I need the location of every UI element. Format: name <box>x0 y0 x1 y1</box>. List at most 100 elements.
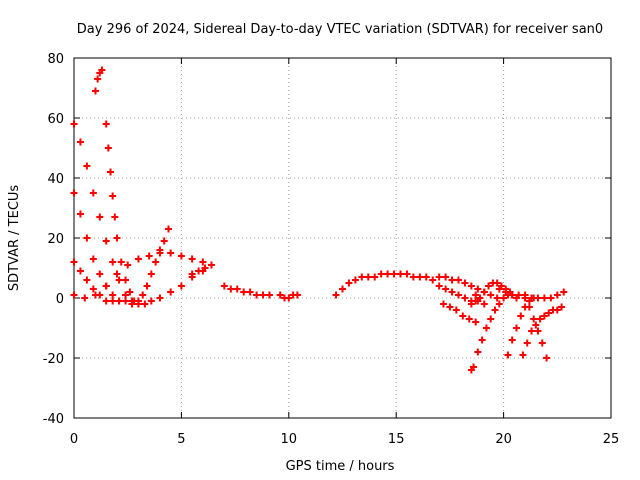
data-point <box>530 315 538 323</box>
data-point <box>521 291 529 299</box>
data-point <box>525 303 533 311</box>
data-point <box>384 270 392 278</box>
data-point <box>493 294 501 302</box>
y-tick-label: -40 <box>43 412 64 427</box>
data-point <box>465 315 473 323</box>
data-point <box>339 285 346 293</box>
x-tick-label: 10 <box>281 432 298 447</box>
data-point <box>396 270 404 278</box>
data-point <box>442 285 450 293</box>
data-point <box>403 270 411 278</box>
data-point <box>156 246 164 254</box>
data-point <box>530 294 538 302</box>
x-tick-label: 20 <box>495 432 512 447</box>
data-point <box>122 276 130 284</box>
data-point <box>461 294 469 302</box>
data-point <box>470 363 478 371</box>
data-point <box>143 282 151 290</box>
data-point <box>147 270 155 278</box>
data-point <box>500 294 508 302</box>
data-point <box>83 162 91 170</box>
data-point <box>377 270 385 278</box>
data-point <box>485 282 493 290</box>
data-point <box>285 294 293 302</box>
data-point <box>508 336 516 344</box>
data-point <box>429 276 437 284</box>
data-point <box>472 318 480 326</box>
data-point <box>276 291 284 299</box>
data-point <box>476 294 484 302</box>
data-point <box>560 288 568 296</box>
data-point <box>113 270 121 278</box>
data-point <box>390 270 398 278</box>
data-point <box>147 297 155 305</box>
data-point <box>540 294 548 302</box>
data-point <box>558 303 566 311</box>
data-point <box>141 300 149 308</box>
data-point <box>167 288 175 296</box>
data-point <box>111 213 119 221</box>
data-point <box>454 276 462 284</box>
x-tick-label: 25 <box>603 432 620 447</box>
y-tick-label: -20 <box>43 352 64 367</box>
data-point <box>102 120 110 128</box>
data-point <box>512 324 520 332</box>
data-point <box>409 273 417 281</box>
chart-title: Day 296 of 2024, Sidereal Day-to-day VTE… <box>77 22 603 37</box>
y-axis-label: SDTVAR / TECUs <box>7 185 22 292</box>
data-point <box>448 288 456 296</box>
data-point <box>528 327 536 335</box>
data-point <box>70 258 78 266</box>
data-point <box>472 291 480 299</box>
data-point <box>351 276 359 284</box>
x-tick-label: 0 <box>70 432 78 447</box>
x-tick-label: 15 <box>388 432 405 447</box>
data-point <box>109 192 117 200</box>
data-point <box>495 300 503 308</box>
data-point <box>156 294 164 302</box>
data-point <box>70 120 78 128</box>
data-point <box>446 303 454 311</box>
data-point <box>536 315 544 323</box>
data-point <box>113 234 121 242</box>
data-point <box>553 291 561 299</box>
data-point <box>126 288 134 296</box>
data-point <box>70 189 78 197</box>
y-tick-label: 40 <box>47 172 64 187</box>
data-point <box>96 213 104 221</box>
grid <box>74 58 611 418</box>
data-point <box>371 273 379 281</box>
data-point <box>459 312 467 320</box>
data-point <box>495 285 503 293</box>
data-point <box>89 255 97 263</box>
data-point <box>177 252 185 260</box>
data-point <box>540 312 548 320</box>
data-point <box>545 309 553 317</box>
data-point <box>534 327 542 335</box>
y-tick-label: 20 <box>47 232 64 247</box>
data-point <box>152 258 160 266</box>
data-point <box>102 237 110 245</box>
data-point <box>553 306 561 314</box>
data-point <box>474 285 482 293</box>
data-point <box>134 255 142 263</box>
x-axis-label: GPS time / hours <box>286 459 395 474</box>
data-point <box>145 252 153 260</box>
data-point <box>482 324 490 332</box>
data-point <box>83 276 91 284</box>
data-point <box>81 294 89 302</box>
data-point <box>201 264 209 272</box>
data-point <box>525 297 533 305</box>
data-point <box>102 297 110 305</box>
data-point <box>508 291 516 299</box>
data-point <box>517 312 525 320</box>
x-tick-label: 5 <box>177 432 185 447</box>
data-point <box>532 321 540 329</box>
data-point <box>188 255 196 263</box>
data-point <box>94 75 102 83</box>
data-point <box>480 288 488 296</box>
data-point <box>91 291 99 299</box>
data-point <box>364 273 372 281</box>
